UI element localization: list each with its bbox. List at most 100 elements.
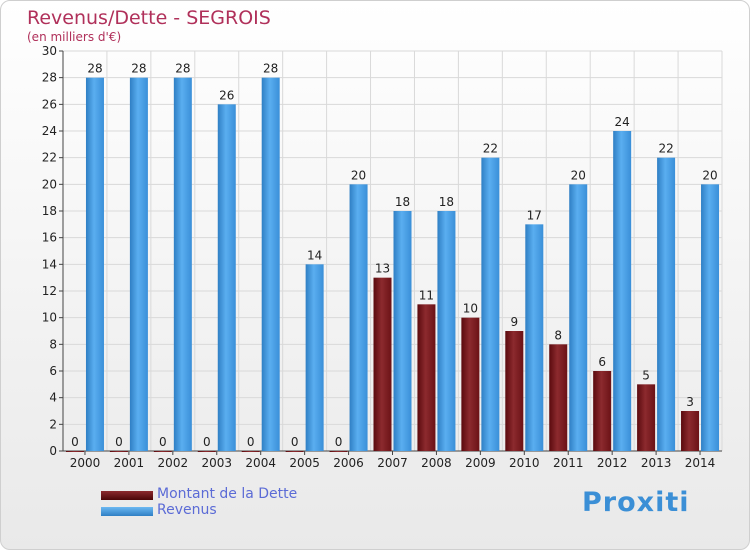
y-tick-label: 30 (42, 44, 57, 58)
legend-swatch-revenus (101, 507, 153, 516)
bar-dette (637, 384, 656, 451)
data-label-dette: 0 (159, 435, 167, 449)
bar-revenus (85, 77, 104, 452)
x-tick-label: 2009 (465, 456, 496, 470)
y-tick-label: 8 (49, 337, 57, 351)
y-tick-label: 4 (49, 391, 57, 405)
data-label-dette: 0 (115, 435, 123, 449)
y-tick-label: 12 (42, 284, 57, 298)
bar-revenus (569, 184, 588, 452)
data-label-revenus: 18 (395, 195, 410, 209)
data-label-revenus: 17 (527, 208, 542, 222)
y-tick-label: 24 (42, 124, 57, 138)
y-tick-label: 2 (49, 417, 57, 431)
bar-dette (65, 451, 84, 452)
bar-revenus (173, 77, 192, 452)
bar-dette (417, 304, 436, 451)
y-tick-label: 16 (42, 231, 57, 245)
data-label-revenus: 18 (439, 195, 454, 209)
bar-revenus (217, 104, 236, 451)
x-tick-label: 2010 (509, 456, 540, 470)
data-label-revenus: 20 (571, 168, 586, 182)
proxiti-logo: Proxiti (582, 487, 690, 518)
bar-revenus (261, 77, 280, 452)
data-label-dette: 3 (686, 395, 694, 409)
bar-dette (109, 451, 128, 452)
data-label-revenus: 28 (175, 62, 190, 76)
bar-dette (549, 344, 568, 451)
chart-title: Revenus/Dette - SEGROIS (27, 7, 271, 29)
y-tick-label: 28 (42, 71, 57, 85)
legend-swatch-dette (101, 491, 153, 500)
x-tick-label: 2005 (289, 456, 320, 470)
data-label-revenus: 14 (307, 248, 322, 262)
data-label-revenus: 22 (483, 142, 498, 156)
x-tick-label: 2007 (377, 456, 408, 470)
data-label-dette: 0 (247, 435, 255, 449)
bar-revenus (481, 157, 500, 451)
data-label-revenus: 28 (131, 62, 146, 76)
data-label-dette: 10 (463, 302, 478, 316)
bar-revenus (657, 157, 676, 451)
legend-label-revenus: Revenus (157, 502, 217, 518)
logo-text: Proxiti (582, 487, 690, 518)
x-tick-label: 2013 (641, 456, 672, 470)
bar-dette (197, 451, 216, 452)
y-tick-label: 0 (49, 444, 57, 458)
data-label-revenus: 28 (87, 62, 102, 76)
y-tick-label: 18 (42, 204, 57, 218)
bar-dette (681, 411, 700, 451)
chart-subtitle: (en milliers d'€) (27, 30, 122, 44)
bar-dette (373, 277, 392, 451)
bar-revenus (305, 264, 324, 451)
data-label-dette: 0 (71, 435, 79, 449)
x-tick-label: 2003 (201, 456, 232, 470)
bar-dette (329, 451, 348, 452)
data-label-dette: 0 (291, 435, 299, 449)
data-label-revenus: 22 (658, 142, 673, 156)
data-label-revenus: 24 (615, 115, 630, 129)
x-tick-label: 2006 (333, 456, 364, 470)
bar-dette (461, 317, 480, 451)
data-label-dette: 0 (203, 435, 211, 449)
bar-revenus (129, 77, 148, 452)
y-tick-label: 10 (42, 311, 57, 325)
bar-dette (593, 371, 612, 451)
x-tick-label: 2014 (685, 456, 716, 470)
x-tick-label: 2012 (597, 456, 628, 470)
data-label-dette: 11 (419, 288, 434, 302)
data-label-dette: 5 (642, 368, 650, 382)
x-tick-label: 2001 (114, 456, 145, 470)
bar-revenus (613, 131, 632, 451)
x-tick-label: 2004 (245, 456, 276, 470)
x-tick-label: 2008 (421, 456, 452, 470)
bar-dette (505, 331, 524, 451)
x-tick-label: 2002 (158, 456, 189, 470)
bar-revenus (437, 211, 456, 451)
y-tick-label: 14 (42, 257, 57, 271)
bar-dette (241, 451, 260, 452)
bar-dette (285, 451, 304, 452)
data-label-dette: 8 (554, 328, 562, 342)
y-tick-label: 22 (42, 151, 57, 165)
data-label-dette: 9 (510, 315, 518, 329)
legend-label-dette: Montant de la Dette (157, 486, 298, 502)
bar-revenus (349, 184, 368, 452)
y-tick-label: 20 (42, 177, 57, 191)
data-label-dette: 13 (375, 262, 390, 276)
y-tick-label: 26 (42, 97, 57, 111)
bar-revenus (701, 184, 720, 452)
data-label-dette: 0 (335, 435, 343, 449)
x-tick-label: 2000 (70, 456, 101, 470)
bar-dette (153, 451, 172, 452)
data-label-revenus: 28 (263, 62, 278, 76)
y-tick-label: 6 (49, 364, 57, 378)
bar-revenus (525, 224, 544, 451)
data-label-revenus: 20 (351, 168, 366, 182)
bar-revenus (393, 211, 412, 451)
data-label-dette: 6 (598, 355, 606, 369)
x-tick-label: 2011 (553, 456, 584, 470)
data-label-revenus: 26 (219, 88, 234, 102)
